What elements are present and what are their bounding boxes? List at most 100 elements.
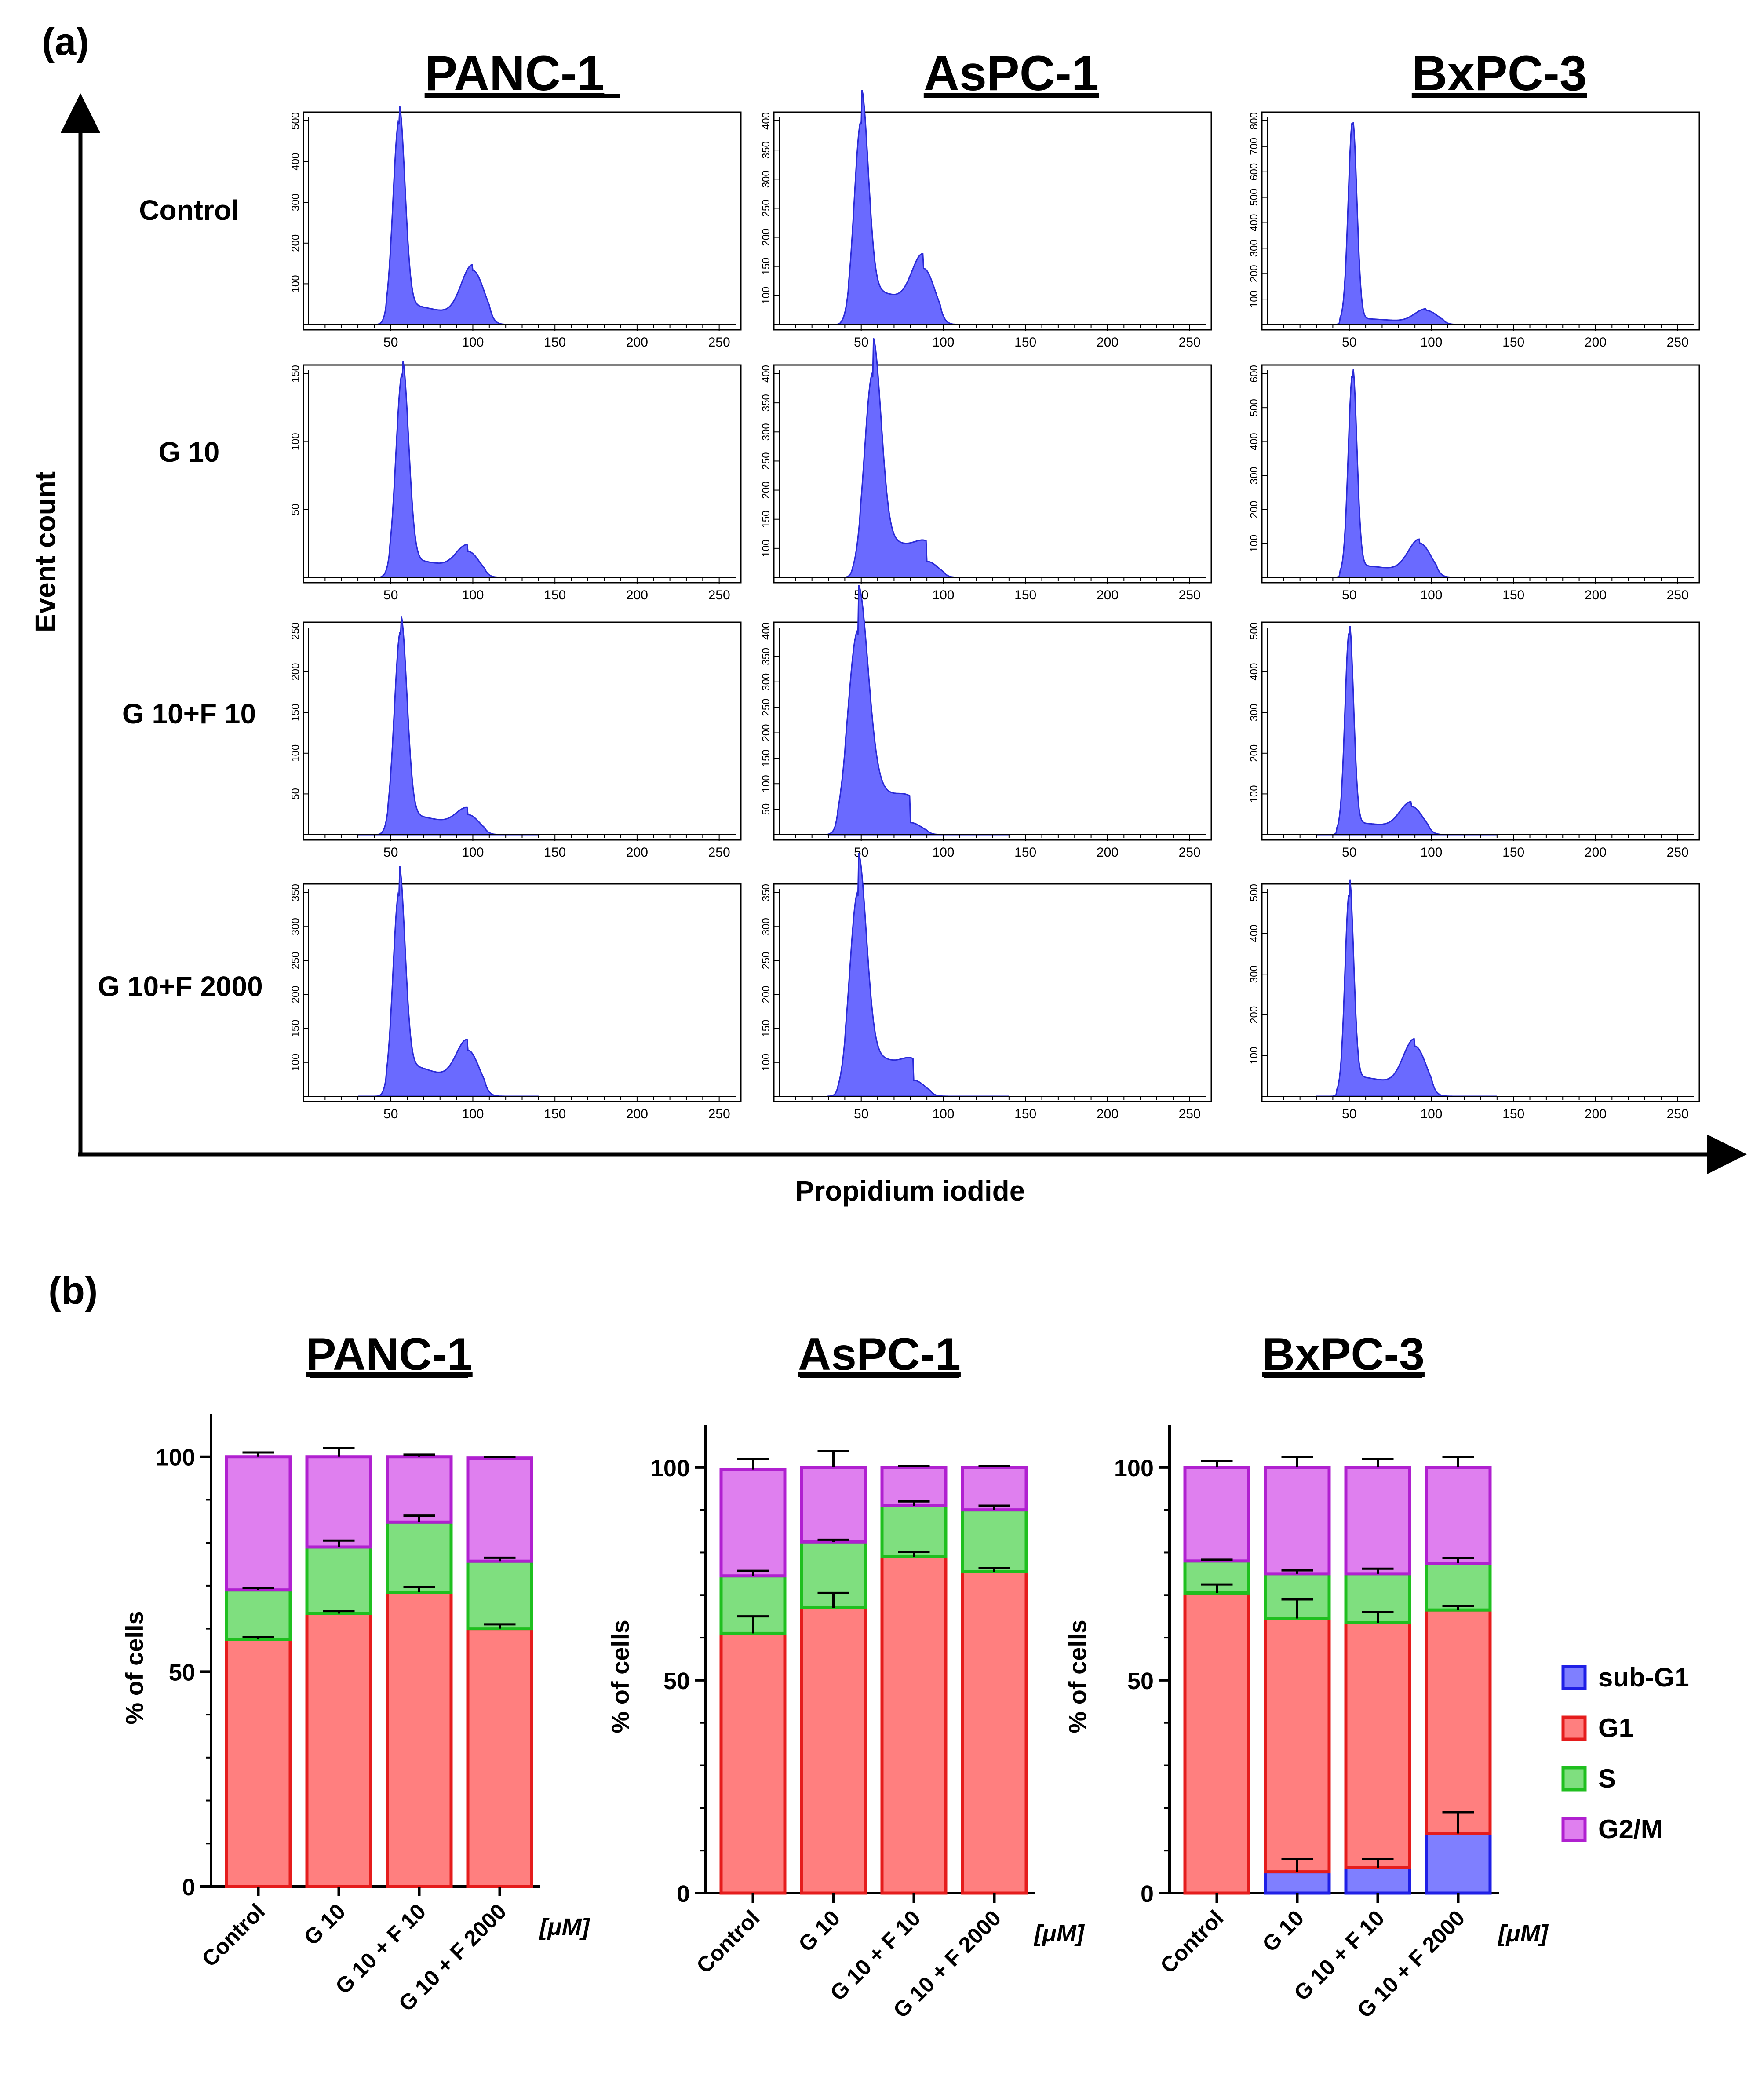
histogram-x-tick-label: 150: [1502, 845, 1524, 860]
histogram-x-tick-label: 100: [932, 335, 954, 350]
bar-chart-x-tick-label: G 10: [299, 1899, 350, 1950]
bar-segment-g2m: [466, 1456, 533, 1563]
histogram-x-tick-label: 250: [1667, 1107, 1689, 1121]
histogram-x-tick-label: 200: [626, 335, 648, 350]
histogram-y-tick-label: 300: [760, 673, 772, 691]
histogram-x-tick-label: 200: [1097, 588, 1119, 602]
bar-segment-g1: [386, 1591, 453, 1888]
bar-segment-g2m: [225, 1455, 292, 1592]
bar-segment-g2m: [1344, 1466, 1411, 1576]
histogram-x-tick-label: 250: [1179, 1107, 1201, 1121]
histogram-y-tick-label: 250: [290, 622, 302, 640]
histogram-y-tick-label: 500: [1248, 884, 1260, 901]
histogram-y-tick-label: 150: [290, 704, 302, 721]
row-label-g10-f2000: G 10+F 2000: [98, 971, 262, 1002]
histogram-x-tick-label: 100: [1420, 845, 1442, 860]
histogram-y-tick-label: 250: [760, 952, 772, 969]
histogram-y-tick-label: 200: [290, 663, 302, 681]
histogram-x-tick-label: 150: [544, 1107, 566, 1121]
histogram-y-tick-label: 300: [1248, 239, 1260, 257]
histogram-x-tick-label: 50: [854, 845, 868, 860]
histogram-frame: [1261, 883, 1700, 1102]
bar-segment-g1: [1183, 1591, 1250, 1895]
histogram-x-tick-label: 50: [383, 845, 398, 860]
histogram-plot: 50 100 150 200 250 50 100 150: [290, 361, 742, 602]
col-title-bxpc3: BxPC-3: [1412, 46, 1587, 101]
histogram-x-tick-label: 150: [1014, 845, 1036, 860]
histogram-y-tick-label: 350: [290, 884, 302, 901]
histogram-y-tick-label: 100: [290, 275, 302, 292]
bar-chart-y-label: % of cells: [120, 1611, 148, 1724]
histogram-x-tick-label: 50: [383, 588, 398, 602]
histogram-grid: 50 100 150 200 250 100 200 300 400 500 50 100 150 200…: [290, 90, 1700, 1121]
bar-chart-y-tick-label: 100: [1114, 1455, 1154, 1482]
panel-a-y-label: Event count: [29, 471, 61, 632]
panel-a-column-titles: PANC-1 AsPC-1 BxPC-3: [425, 46, 1587, 101]
bar-segment-g2m: [305, 1455, 372, 1549]
histogram-x-tick-label: 50: [1342, 588, 1356, 602]
histogram-x-tick-label: 50: [1342, 845, 1356, 860]
histogram-y-tick-label: 200: [290, 234, 302, 252]
histogram-y-tick-label: 300: [760, 170, 772, 188]
panel-a-x-label: Propidium iodide: [795, 1175, 1025, 1207]
histogram-y-tick-label: 150: [760, 749, 772, 767]
bar-segment-s: [386, 1520, 453, 1594]
histogram-x-tick-label: 150: [1014, 335, 1036, 350]
histogram-x-tick-label: 250: [1667, 335, 1689, 350]
histogram-x-tick-label: 100: [462, 845, 484, 860]
histogram-plot: 50 100 150 200 250 100 200 300 400 500: [290, 106, 742, 350]
panel-a-label: (a): [42, 20, 89, 63]
histogram-y-tick-label: 100: [760, 775, 772, 792]
histogram-y-tick-label: 400: [760, 365, 772, 383]
histogram-y-tick-label: 250: [760, 699, 772, 716]
bar-segment-g2m: [880, 1466, 948, 1507]
bar-segment-g1: [800, 1606, 867, 1895]
histogram-x-tick-label: 100: [932, 1107, 954, 1121]
histogram-y-tick-label: 100: [1248, 785, 1260, 803]
histogram-y-tick-label: 400: [1248, 663, 1260, 681]
legend-label-sub-g1: sub-G1: [1598, 1663, 1689, 1692]
histogram-x-tick-label: 150: [1014, 1107, 1036, 1121]
histogram-y-tick-label: 200: [1248, 501, 1260, 518]
histogram-x-tick-label: 100: [1420, 335, 1442, 350]
histogram-y-tick-label: 150: [760, 511, 772, 528]
histogram-y-tick-label: 150: [760, 1020, 772, 1037]
histogram-y-tick-label: 200: [1248, 744, 1260, 762]
histogram-x-tick-label: 150: [1502, 588, 1524, 602]
histogram-y-tick-label: 150: [760, 258, 772, 275]
histogram-y-tick-label: 300: [760, 423, 772, 441]
panel-a-row-labels: Control G 10 G 10+F 10 G 10+F 2000: [98, 194, 262, 1002]
histogram-x-tick-label: 200: [626, 1107, 648, 1121]
legend-swatch-g2m: [1561, 1817, 1587, 1842]
histogram-y-tick-label: 300: [1248, 965, 1260, 983]
histogram-frame: [1261, 621, 1700, 841]
histogram-x-tick-label: 150: [544, 335, 566, 350]
bar-chart-y-label: % of cells: [606, 1620, 634, 1733]
bar-chart-y-tick-label: 100: [156, 1445, 195, 1471]
bar-segment-g2m: [800, 1466, 867, 1544]
bar-segment-s: [880, 1504, 948, 1558]
histogram-x-tick-label: 100: [462, 588, 484, 602]
histogram-y-tick-label: 500: [1248, 189, 1260, 206]
histogram-x-tick-label: 200: [1585, 588, 1607, 602]
histogram-frame: [303, 883, 742, 1102]
histogram-y-tick-label: 100: [290, 744, 302, 762]
histogram-y-tick-label: 300: [290, 918, 302, 935]
histogram-x-tick-label: 250: [708, 335, 730, 350]
histogram-y-tick-label: 100: [760, 540, 772, 557]
legend-label-g2m: G2/M: [1598, 1814, 1663, 1844]
bar-segment-s: [961, 1508, 1028, 1573]
histogram-x-tick-label: 50: [383, 1107, 398, 1121]
bar-chart-unit-label: [μM]: [1497, 1920, 1549, 1947]
histogram-x-tick-label: 150: [1014, 588, 1036, 602]
bar-segment-g1: [880, 1555, 948, 1895]
histogram-y-tick-label: 400: [290, 153, 302, 171]
legend-swatch-s: [1561, 1766, 1587, 1792]
bar-segment-g1: [225, 1638, 292, 1888]
bar-chart-y-tick-label: 0: [677, 1881, 690, 1907]
histogram-y-tick-label: 100: [760, 1054, 772, 1071]
bar-segment-g2m: [1425, 1466, 1492, 1565]
histogram-x-tick-label: 200: [1097, 845, 1119, 860]
histogram-plot: 50 100 150 200 250 100 150 200 250 300 350 400: [760, 338, 1212, 602]
